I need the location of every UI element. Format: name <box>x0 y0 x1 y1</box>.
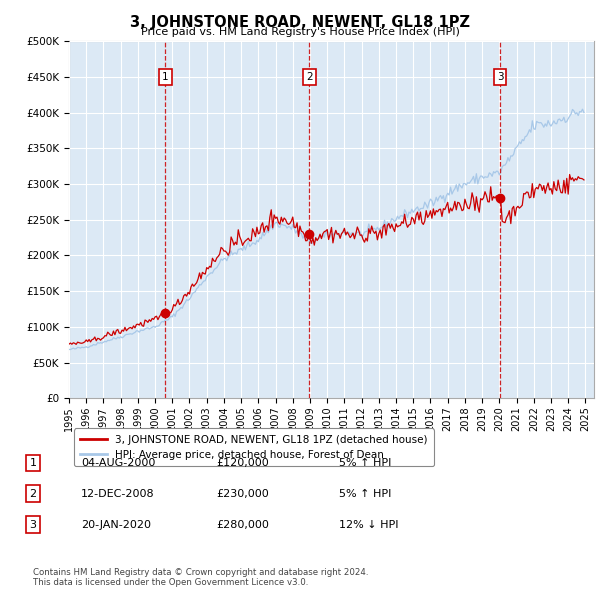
Text: Price paid vs. HM Land Registry's House Price Index (HPI): Price paid vs. HM Land Registry's House … <box>140 27 460 37</box>
Text: £230,000: £230,000 <box>216 489 269 499</box>
Text: 12% ↓ HPI: 12% ↓ HPI <box>339 520 398 529</box>
Text: 20-JAN-2020: 20-JAN-2020 <box>81 520 151 529</box>
Text: 12-DEC-2008: 12-DEC-2008 <box>81 489 155 499</box>
Text: 3, JOHNSTONE ROAD, NEWENT, GL18 1PZ: 3, JOHNSTONE ROAD, NEWENT, GL18 1PZ <box>130 15 470 30</box>
Text: £280,000: £280,000 <box>216 520 269 529</box>
Text: £120,000: £120,000 <box>216 458 269 468</box>
Text: 3: 3 <box>497 72 503 82</box>
Text: 3: 3 <box>29 520 37 529</box>
Text: Contains HM Land Registry data © Crown copyright and database right 2024.
This d: Contains HM Land Registry data © Crown c… <box>33 568 368 587</box>
Text: 5% ↑ HPI: 5% ↑ HPI <box>339 489 391 499</box>
Text: 5% ↑ HPI: 5% ↑ HPI <box>339 458 391 468</box>
Text: 1: 1 <box>162 72 169 82</box>
Legend: 3, JOHNSTONE ROAD, NEWENT, GL18 1PZ (detached house), HPI: Average price, detach: 3, JOHNSTONE ROAD, NEWENT, GL18 1PZ (det… <box>74 428 434 466</box>
Text: 1: 1 <box>29 458 37 468</box>
Text: 04-AUG-2000: 04-AUG-2000 <box>81 458 155 468</box>
Text: 2: 2 <box>306 72 313 82</box>
Text: 2: 2 <box>29 489 37 499</box>
